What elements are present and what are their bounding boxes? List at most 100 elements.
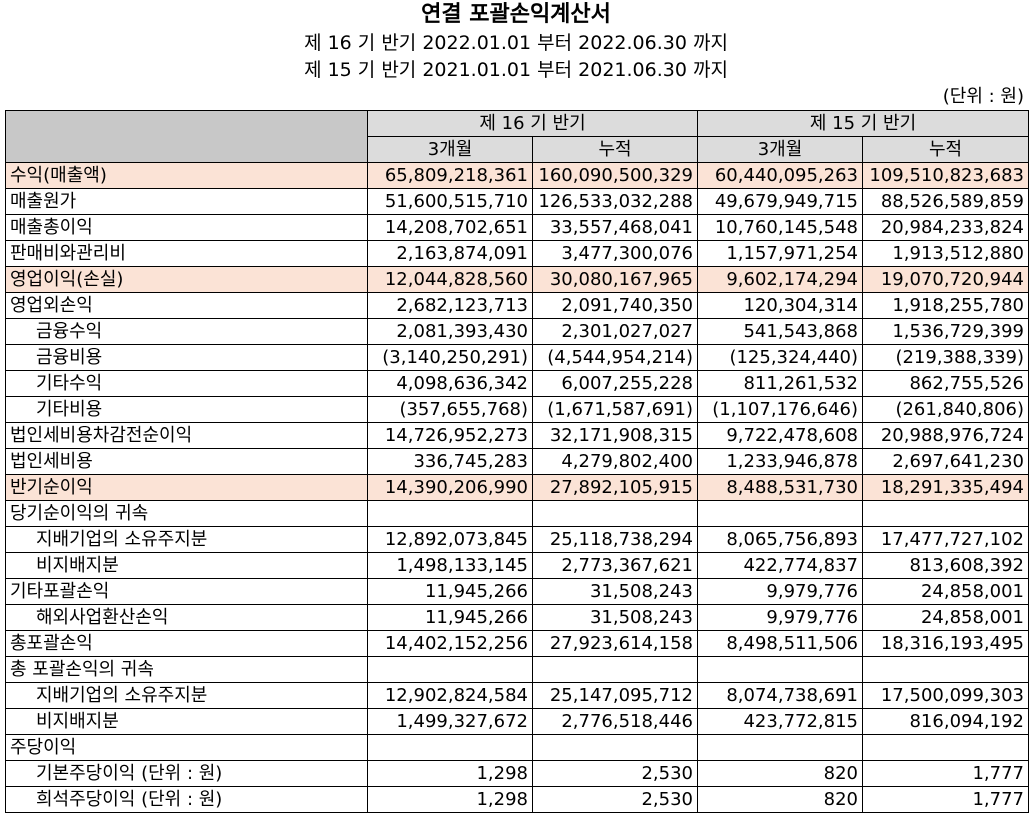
row-value: 25,147,095,712: [532, 682, 698, 709]
row-value: 1,536,729,399: [862, 318, 1029, 345]
table-row: 총포괄손익 14,402,152,256 27,923,614,158 8,498,5…: [5, 630, 1029, 657]
row-value: 2,163,874,091: [367, 240, 533, 267]
row-value: 1,777: [862, 786, 1029, 813]
row-value: 120,304,314: [697, 292, 863, 319]
row-value: 811,261,532: [697, 370, 863, 397]
header-row-groups: 제 16 기 반기 제 15 기 반기: [5, 110, 1029, 163]
row-value: 9,979,776: [697, 578, 863, 605]
table-row: 판매비와관리비 2,163,874,091 3,477,300,076 1,157,9…: [5, 240, 1029, 267]
row-value: (4,544,954,214): [532, 344, 698, 371]
row-value: (3,140,250,291): [367, 344, 533, 371]
row-label: 매출총이익: [5, 214, 368, 241]
header-blank-cell: [5, 110, 368, 163]
row-value: [367, 656, 533, 683]
row-value: 14,390,206,990: [367, 474, 533, 501]
row-value: 33,557,468,041: [532, 214, 698, 241]
row-value: 1,498,133,145: [367, 552, 533, 579]
row-label: 영업이익(손실): [5, 266, 368, 293]
statement-title: 연결 포괄손익계산서: [421, 2, 611, 27]
row-label: 비지배지분: [5, 708, 368, 735]
row-value: 1,777: [862, 760, 1029, 787]
row-value: 12,044,828,560: [367, 266, 533, 293]
row-value: 19,070,720,944: [862, 266, 1029, 293]
row-label: 지배기업의 소유주지분: [5, 682, 368, 709]
row-value: 6,007,255,228: [532, 370, 698, 397]
row-value: (1,107,176,646): [697, 396, 863, 423]
row-value: 32,171,908,315: [532, 422, 698, 449]
row-value: 109,510,823,683: [862, 162, 1029, 189]
row-value: 2,697,641,230: [862, 448, 1029, 475]
row-value: 20,988,976,724: [862, 422, 1029, 449]
row-value: 12,892,073,845: [367, 526, 533, 553]
row-label: 주당이익: [5, 734, 368, 761]
table-row: 기타수익 4,098,636,342 6,007,255,228 811,261,53…: [5, 370, 1029, 397]
row-value: 1,499,327,672: [367, 708, 533, 735]
row-value: 60,440,095,263: [697, 162, 863, 189]
header-group-current: 제 16 기 반기: [367, 110, 698, 137]
row-value: 1,157,971,254: [697, 240, 863, 267]
table-row: 총 포괄손익의 귀속: [5, 656, 1029, 683]
row-value: 14,726,952,273: [367, 422, 533, 449]
table-row: 매출총이익 14,208,702,651 33,557,468,041 10,760,…: [5, 214, 1029, 241]
row-value: (219,388,339): [862, 344, 1029, 371]
row-label: 지배기업의 소유주지분: [5, 526, 368, 553]
row-value: 2,301,027,027: [532, 318, 698, 345]
row-value: 18,291,335,494: [862, 474, 1029, 501]
row-value: 88,526,589,859: [862, 188, 1029, 215]
table-row: 기본주당이익 (단위 : 원) 1,298 2,530 820 1,777: [5, 760, 1029, 787]
table-row: 금융수익 2,081,393,430 2,301,027,027 541,543,86…: [5, 318, 1029, 345]
row-value: [367, 500, 533, 527]
table-row: 주당이익: [5, 734, 1029, 761]
row-value: [862, 734, 1029, 761]
row-label: 금융수익: [5, 318, 368, 345]
table-row: 기타비용 (357,655,768) (1,671,587,691) (1,107,1…: [5, 396, 1029, 423]
table-row: 영업외손익 2,682,123,713 2,091,740,350 120,304,3…: [5, 292, 1029, 319]
row-label: 수익(매출액): [5, 162, 368, 189]
table-row: 수익(매출액) 65,809,218,361 160,090,500,329 60,4…: [5, 162, 1029, 189]
unit-label: (단위 : 원): [942, 86, 1024, 107]
row-value: 1,918,255,780: [862, 292, 1029, 319]
row-value: 126,533,032,288: [532, 188, 698, 215]
header-sub-prior-cum: 누적: [862, 136, 1029, 163]
table-row: 해외사업환산손익 11,945,266 31,508,243 9,979,776 24,…: [5, 604, 1029, 631]
row-value: 10,760,145,548: [697, 214, 863, 241]
row-value: 8,065,756,893: [697, 526, 863, 553]
period-current: 제 16 기 반기 2022.01.01 부터 2022.06.30 까지: [304, 32, 728, 54]
table-row: 기타포괄손익 11,945,266 31,508,243 9,979,776 24,85…: [5, 578, 1029, 605]
row-value: 2,776,518,446: [532, 708, 698, 735]
table-row: 금융비용 (3,140,250,291) (4,544,954,214) (125,3…: [5, 344, 1029, 371]
row-label: 법인세비용차감전순이익: [5, 422, 368, 449]
row-value: 17,477,727,102: [862, 526, 1029, 553]
row-label: 기타포괄손익: [5, 578, 368, 605]
row-value: 14,402,152,256: [367, 630, 533, 657]
row-value: 11,945,266: [367, 578, 533, 605]
row-value: 4,279,802,400: [532, 448, 698, 475]
row-value: 27,923,614,158: [532, 630, 698, 657]
row-label: 총포괄손익: [5, 630, 368, 657]
table-row: 비지배지분 1,499,327,672 2,776,518,446 423,772,8…: [5, 708, 1029, 735]
header-sub-prior-3m: 3개월: [697, 136, 863, 163]
table-row: 반기순이익 14,390,206,990 27,892,105,915 8,488,5…: [5, 474, 1029, 501]
row-value: 2,773,367,621: [532, 552, 698, 579]
row-label: 법인세비용: [5, 448, 368, 475]
row-label: 당기순이익의 귀속: [5, 500, 368, 527]
row-label: 기타비용: [5, 396, 368, 423]
row-value: 24,858,001: [862, 578, 1029, 605]
row-value: 11,945,266: [367, 604, 533, 631]
row-value: 862,755,526: [862, 370, 1029, 397]
row-value: 9,602,174,294: [697, 266, 863, 293]
row-value: 14,208,702,651: [367, 214, 533, 241]
row-value: 8,498,511,506: [697, 630, 863, 657]
row-value: [697, 734, 863, 761]
row-value: [697, 656, 863, 683]
table-row: 법인세비용 336,745,283 4,279,802,400 1,233,946,8…: [5, 448, 1029, 475]
row-value: 816,094,192: [862, 708, 1029, 735]
row-value: 51,600,515,710: [367, 188, 533, 215]
row-label: 총 포괄손익의 귀속: [5, 656, 368, 683]
period-prior: 제 15 기 반기 2021.01.01 부터 2021.06.30 까지: [304, 59, 728, 81]
row-label: 비지배지분: [5, 552, 368, 579]
row-value: [367, 734, 533, 761]
row-value: (357,655,768): [367, 396, 533, 423]
statement-header: 연결 포괄손익계산서 제 16 기 반기 2022.01.01 부터 2022.…: [0, 0, 1032, 84]
row-value: 17,500,099,303: [862, 682, 1029, 709]
